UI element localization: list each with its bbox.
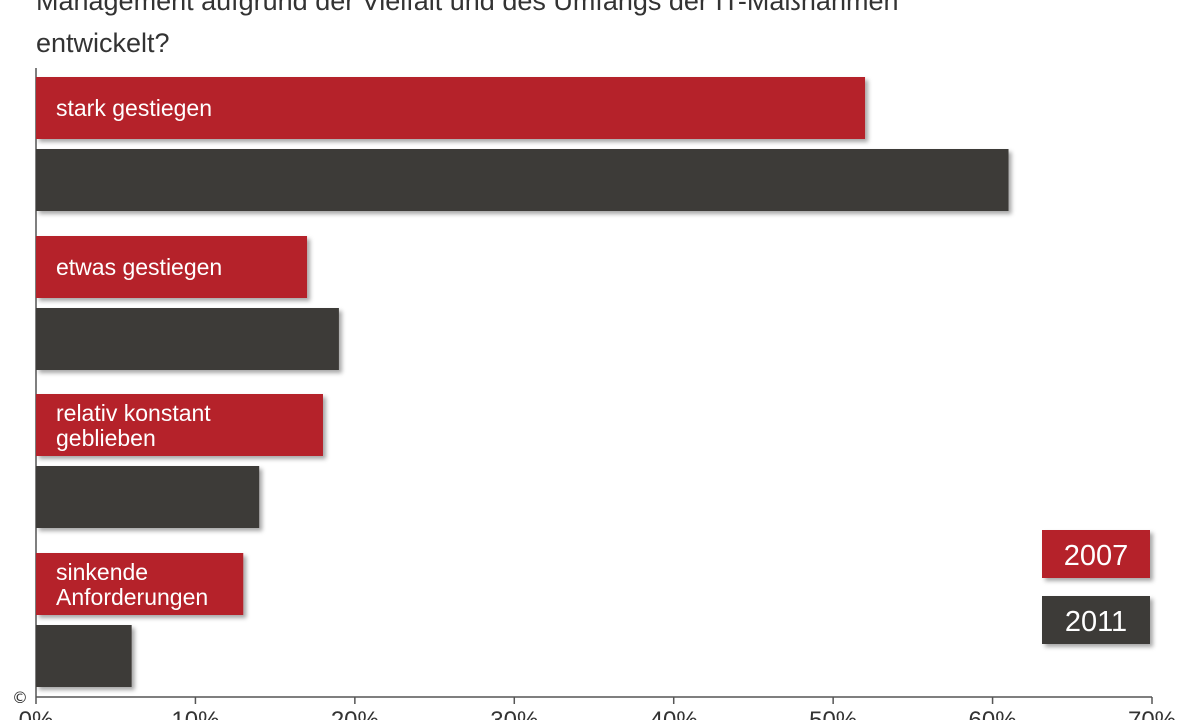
bar-2011 bbox=[36, 466, 260, 528]
legend-swatch-2011 bbox=[1042, 596, 1150, 644]
category-label: etwas gestiegen bbox=[56, 254, 222, 280]
category-label: stark gestiegen bbox=[56, 95, 212, 121]
bar-2007 bbox=[36, 553, 244, 615]
bar-2007 bbox=[36, 236, 308, 298]
bars: stark gestiegen etwas gestiegen relativ ko… bbox=[36, 77, 1009, 687]
bar-2011 bbox=[36, 625, 132, 687]
legend: 2007 2011 bbox=[1042, 530, 1150, 644]
x-tick-label: 60% bbox=[969, 707, 1017, 720]
bar-2007 bbox=[36, 394, 323, 456]
x-tick-label: 30% bbox=[490, 707, 538, 720]
x-tick-label: 20% bbox=[331, 707, 379, 720]
legend-label: 2007 bbox=[1064, 540, 1129, 572]
bar-2011 bbox=[36, 149, 1009, 211]
bar-2011 bbox=[36, 308, 339, 370]
legend-swatch-2007 bbox=[1042, 530, 1150, 578]
x-tick-label: 0% bbox=[19, 707, 54, 720]
x-tick-label: 10% bbox=[171, 707, 219, 720]
copyright-mark: © bbox=[12, 688, 28, 707]
x-tick-label: 40% bbox=[650, 707, 698, 720]
chart-title: Management aufgrund der Vielfalt und des… bbox=[36, 0, 899, 58]
category-label: sinkende Anforderungen bbox=[56, 559, 208, 610]
legend-label: 2011 bbox=[1065, 606, 1127, 638]
category-label: relativ konstant geblieben bbox=[56, 400, 211, 451]
x-tick-label: 70% bbox=[1128, 707, 1176, 720]
x-tick-label: 50% bbox=[809, 707, 857, 720]
bar-2007 bbox=[36, 77, 866, 139]
